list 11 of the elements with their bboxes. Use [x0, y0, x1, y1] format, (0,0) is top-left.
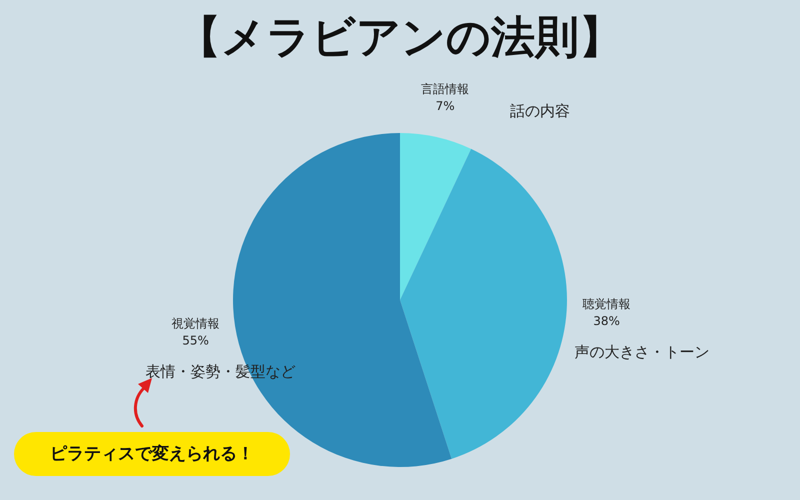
slice-label: 聴覚情報	[582, 297, 631, 312]
text: 声の大きさ・トーン	[574, 342, 710, 361]
data-label: 38%	[593, 314, 620, 328]
data-label: 55%	[182, 334, 209, 348]
slice-label: 視覚情報	[172, 316, 220, 331]
text: 表情・姿勢・髪型など	[146, 362, 296, 380]
chart-title: 【メラビアンの法則】	[176, 11, 624, 65]
text: 話の内容	[510, 102, 570, 120]
slice-label: 言語情報	[421, 82, 470, 96]
text: ピラティスで変えられる！	[14, 432, 290, 476]
data-label: 7%	[436, 99, 455, 114]
